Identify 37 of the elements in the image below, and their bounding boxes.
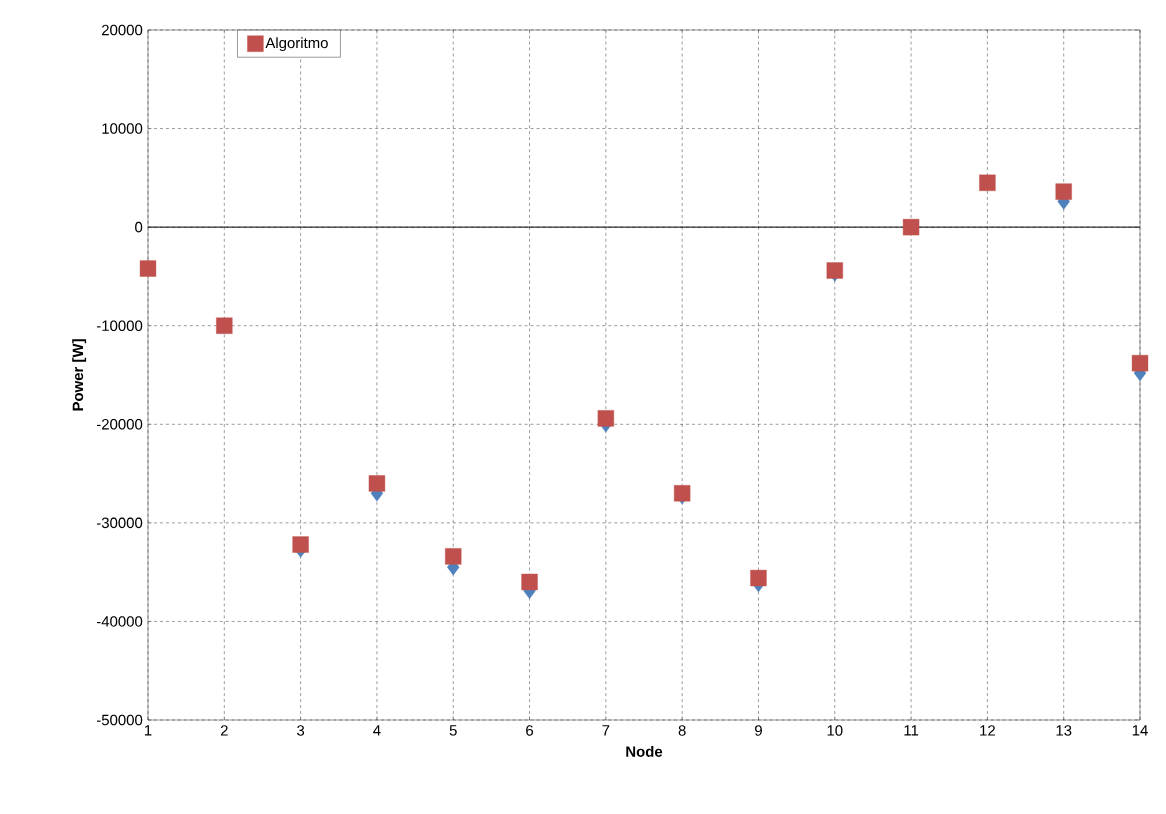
x-tick-label: 14 xyxy=(1132,725,1148,736)
y-tick-label: 0 xyxy=(135,221,143,233)
point xyxy=(597,410,615,427)
point xyxy=(979,174,996,191)
x-tick-label: 8 xyxy=(678,725,686,736)
point xyxy=(216,317,233,334)
x-tick-label: 7 xyxy=(602,725,610,736)
y-tick-label: -30000 xyxy=(96,517,143,529)
y-tick-label: -50000 xyxy=(96,714,143,726)
point xyxy=(750,569,767,587)
x-tick-label: 6 xyxy=(526,725,534,736)
y-tick-label: 20000 xyxy=(102,24,143,36)
point xyxy=(368,475,386,492)
y-tick-label: -20000 xyxy=(96,418,143,430)
point xyxy=(1131,355,1149,372)
point xyxy=(902,218,920,236)
x-axis-title: Node xyxy=(626,745,663,757)
x-tick-label: 11 xyxy=(904,725,919,736)
y-axis-title: Power [W] xyxy=(72,339,87,411)
x-tick-label: 3 xyxy=(297,725,305,736)
y-tick-label: 10000 xyxy=(102,123,143,134)
x-tick-label: 2 xyxy=(220,725,228,736)
point xyxy=(1055,183,1072,200)
x-tick-label: 12 xyxy=(980,725,995,736)
point xyxy=(521,573,538,591)
y-tick-label: -40000 xyxy=(96,616,143,627)
x-tick-label: 13 xyxy=(1056,725,1072,736)
x-tick-label: 5 xyxy=(449,725,457,736)
point xyxy=(445,548,462,565)
x-tick-label: 4 xyxy=(373,725,381,736)
x-tick-label: 10 xyxy=(827,725,843,736)
legend-label: Algoritmo xyxy=(265,37,328,52)
point xyxy=(292,536,309,553)
point xyxy=(139,260,157,277)
x-tick-label: 9 xyxy=(755,725,762,736)
y-tick-label: -10000 xyxy=(96,320,143,331)
x-tick-label: 1 xyxy=(144,725,152,736)
